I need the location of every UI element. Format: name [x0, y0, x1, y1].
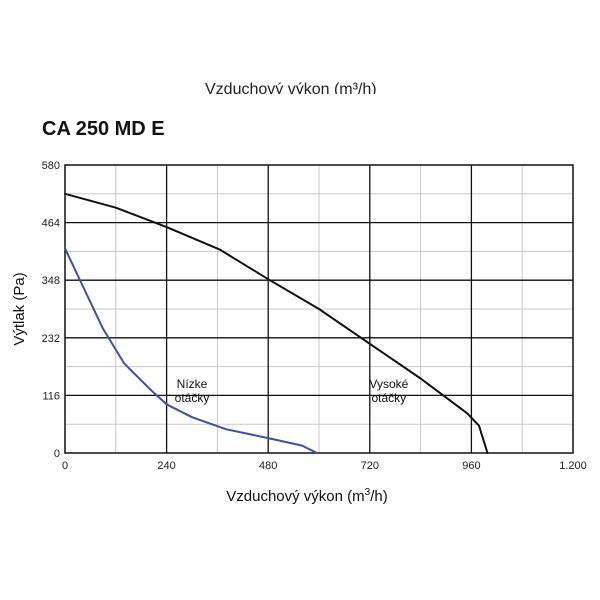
x-tick-label: 1.200: [559, 460, 587, 472]
low-speed-label: otáčky: [175, 391, 210, 405]
plot-frame: [64, 164, 574, 454]
minor-grid: [65, 165, 573, 453]
y-tick-label: 464: [42, 218, 60, 230]
cropped-axis-title: Vzduchový výkon (m³/h): [205, 81, 377, 94]
x-tick-labels: 0 240 480 720 960 1.200: [62, 460, 587, 472]
y-tick-label: 232: [42, 333, 60, 345]
y-tick-labels: 0 116 232 348 464 580: [42, 160, 60, 460]
x-tick-label: 0: [62, 460, 68, 472]
high-speed-label: otáčky: [372, 391, 407, 405]
y-tick-label: 580: [42, 160, 60, 172]
series-layer: [64, 192, 489, 454]
low-speed-label: Nízke: [177, 377, 208, 391]
x-tick-label: 240: [157, 460, 175, 472]
chart-title: CA 250 MD E: [42, 118, 165, 140]
y-axis-title: Výtlak (Pa): [11, 272, 28, 345]
high-speed-curve: [64, 192, 489, 454]
high-speed-label: Vysoké: [369, 377, 408, 391]
major-grid: [65, 165, 573, 453]
y-tick-label: 348: [42, 275, 60, 287]
y-tick-label: 0: [54, 448, 60, 460]
x-tick-label: 960: [462, 460, 480, 472]
low-speed-curve: [64, 247, 318, 454]
x-axis-title: Vzduchový výkon (m3/h): [226, 487, 387, 505]
x-tick-label: 720: [361, 460, 379, 472]
y-tick-label: 116: [42, 390, 60, 402]
x-tick-label: 480: [259, 460, 277, 472]
